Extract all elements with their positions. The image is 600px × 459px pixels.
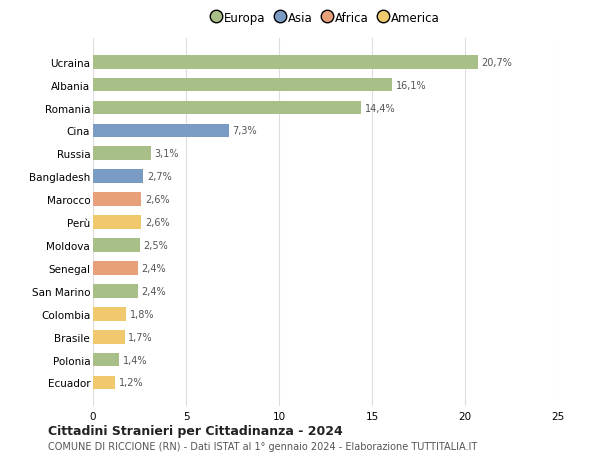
Text: 2,7%: 2,7% [147, 172, 172, 182]
Text: 1,4%: 1,4% [123, 355, 147, 365]
Bar [93, 284, 137, 298]
Legend: Europa, Asia, Africa, America: Europa, Asia, Africa, America [208, 8, 443, 28]
Bar [93, 307, 127, 321]
Text: 1,7%: 1,7% [128, 332, 153, 342]
Text: 2,5%: 2,5% [143, 241, 168, 251]
Bar [93, 124, 229, 138]
Bar [93, 193, 142, 207]
Text: COMUNE DI RICCIONE (RN) - Dati ISTAT al 1° gennaio 2024 - Elaborazione TUTTITALI: COMUNE DI RICCIONE (RN) - Dati ISTAT al … [48, 441, 477, 451]
Text: 16,1%: 16,1% [396, 80, 427, 90]
Bar [93, 239, 139, 252]
Text: 1,2%: 1,2% [119, 378, 143, 388]
Bar [93, 147, 151, 161]
Text: 3,1%: 3,1% [154, 149, 179, 159]
Bar [93, 262, 137, 275]
Bar [93, 330, 125, 344]
Text: 2,6%: 2,6% [145, 218, 170, 228]
Text: 20,7%: 20,7% [482, 57, 512, 67]
Text: Cittadini Stranieri per Cittadinanza - 2024: Cittadini Stranieri per Cittadinanza - 2… [48, 424, 343, 437]
Bar [93, 376, 115, 390]
Text: 7,3%: 7,3% [233, 126, 257, 136]
Bar [93, 78, 392, 92]
Bar [93, 170, 143, 184]
Text: 14,4%: 14,4% [365, 103, 395, 113]
Text: 1,8%: 1,8% [130, 309, 155, 319]
Bar [93, 56, 478, 69]
Bar [93, 101, 361, 115]
Text: 2,4%: 2,4% [142, 263, 166, 273]
Text: 2,6%: 2,6% [145, 195, 170, 205]
Bar [93, 216, 142, 230]
Text: 2,4%: 2,4% [142, 286, 166, 296]
Bar [93, 353, 119, 367]
